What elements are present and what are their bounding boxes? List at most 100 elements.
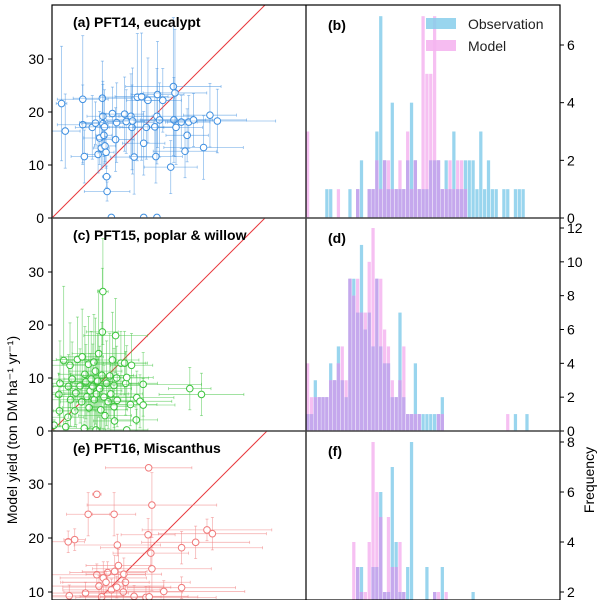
overlap-bar [352,295,356,431]
overlap-bar [382,160,387,218]
overlap-bar [306,414,310,431]
observation-bar [456,189,460,218]
data-point [52,530,85,553]
model-bar [306,363,310,431]
data-point [109,333,154,398]
overlap-bar [321,397,325,431]
data-point [99,370,175,425]
data-marker [144,530,152,539]
observation-bar [417,414,421,431]
data-point [109,119,159,195]
data-marker [152,152,160,161]
observation-bar [409,102,414,218]
data-marker [94,349,103,358]
data-marker [99,287,107,296]
overlap-bar [398,380,402,431]
observation-bar [348,189,352,218]
overlap-bar [317,397,321,431]
data-point [133,94,177,160]
y-tick-label: 30 [28,476,44,492]
data-point [96,107,135,172]
observation-bar [390,102,394,218]
data-point [142,28,208,157]
data-point [157,517,267,551]
y-axis-label-right: Frequency [581,447,597,513]
observation-bar [517,189,521,218]
data-marker [111,135,120,144]
overlap-bar [313,397,317,431]
overlap-bar [363,329,367,431]
overlap-bar [348,278,352,431]
data-point [99,345,154,410]
data-point [92,490,102,499]
model-bar [398,160,402,218]
model-bar [386,517,391,600]
y-tick-label: 10 [28,157,44,173]
overlap-bar [325,397,329,431]
data-point [101,165,112,188]
data-point [90,373,145,428]
data-point [70,129,98,184]
observation-bar [440,567,444,600]
data-point [55,45,68,162]
overlap-bar [359,312,364,431]
data-marker [103,568,112,577]
model-bar [425,73,429,218]
overlap-bar [371,189,375,218]
data-marker [64,413,72,422]
overlap-bar [421,189,425,218]
data-point [110,378,176,431]
data-marker [122,426,131,431]
overlap-bar [429,160,433,218]
overlap-bar [409,189,414,218]
data-marker [186,384,194,393]
observation-bar [459,189,464,218]
y-tick-label-right: 8 [567,288,575,304]
data-point [103,382,158,427]
observation-bar [475,189,479,218]
data-point [92,492,137,537]
observation-bar [483,189,487,218]
overlap-bar [382,592,387,600]
observation-bar [513,414,518,431]
legend-swatch-model [426,40,456,51]
data-marker [84,510,92,519]
observation-bar [452,131,456,218]
data-marker [112,374,121,382]
data-point [62,575,172,599]
data-marker [111,331,120,340]
data-marker [177,583,186,592]
observation-bar [425,414,429,431]
data-marker [113,396,121,405]
observation-bar [421,414,425,431]
data-point [93,351,158,416]
data-marker [107,390,115,398]
overlap-bar [394,189,398,218]
data-marker [92,426,100,431]
data-point [141,518,273,542]
overlap-bar [390,397,394,431]
model-bar [394,189,398,218]
data-marker [98,94,107,103]
data-marker [197,390,206,399]
data-marker [203,526,211,534]
observation-bar [359,160,364,218]
data-marker [181,147,189,156]
data-point [100,585,199,600]
data-marker [208,529,217,538]
data-marker [158,96,167,105]
data-marker [64,537,72,546]
data-marker [114,561,123,570]
overlap-bar [448,189,452,218]
y-tick-label: 0 [36,423,44,439]
overlap-bar [456,189,460,218]
panel-title: (d) [328,230,346,246]
model-bar [417,189,421,218]
model-bar [306,131,310,218]
data-point [52,93,81,169]
y-tick-label: 30 [28,264,44,280]
y-tick-label: 20 [28,530,44,546]
y-tick-label: 10 [28,584,44,600]
model-bar [386,160,391,218]
